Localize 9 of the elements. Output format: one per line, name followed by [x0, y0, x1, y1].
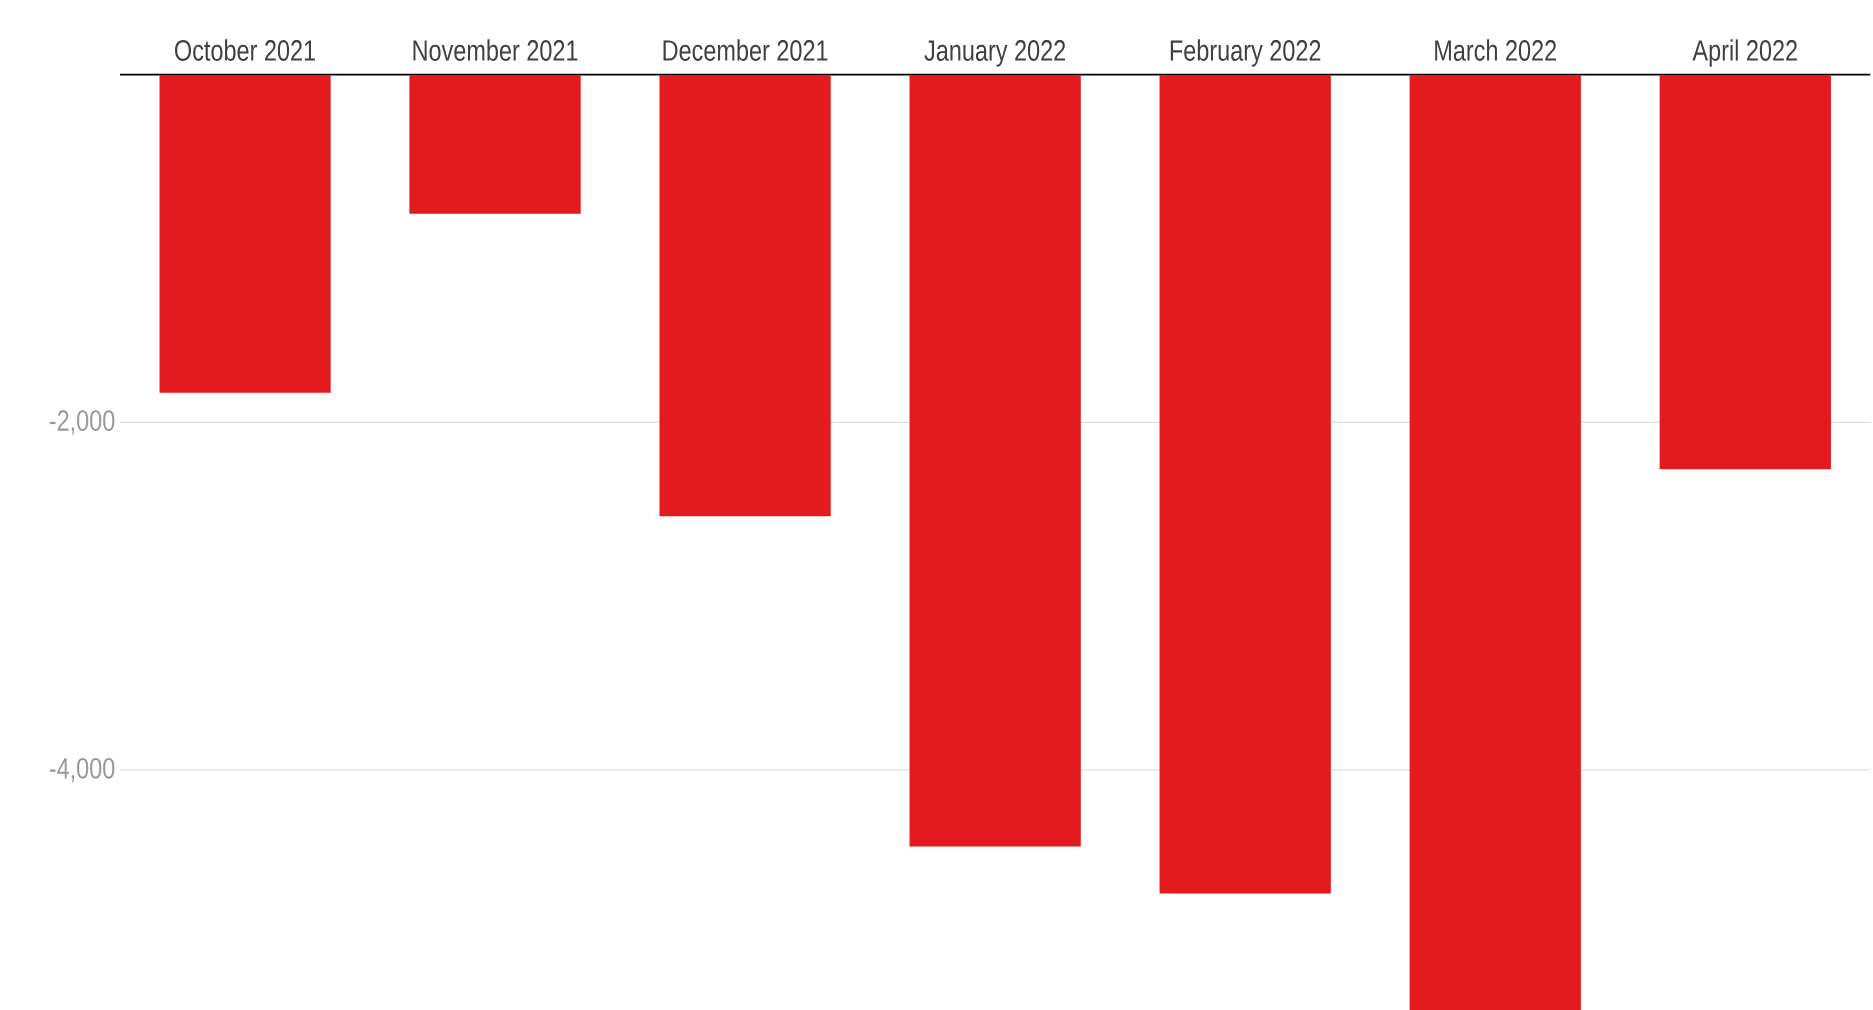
x-tick-label: October 2021 [175, 39, 315, 61]
x-tick-label: December 2021 [663, 39, 828, 61]
y-tick-label: -4,000 [49, 757, 115, 783]
y-tick-label: -2,000 [49, 410, 115, 435]
x-tick-label: April 2022 [1692, 39, 1797, 67]
x-tick-label: November 2021 [413, 39, 578, 61]
x-tick-label: February 2022 [1170, 39, 1321, 67]
x-tick-label: January 2022 [924, 40, 1066, 67]
x-tick-label: March 2022 [1435, 39, 1556, 61]
